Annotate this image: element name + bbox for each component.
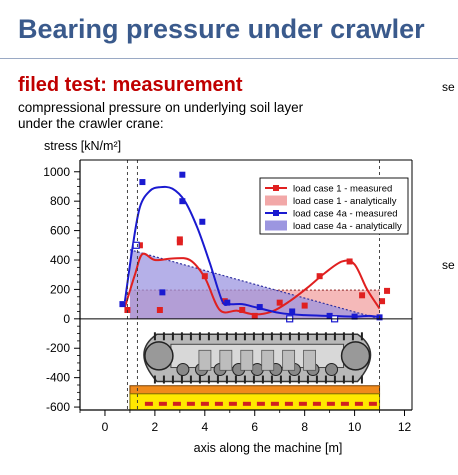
soil-marker (214, 401, 223, 406)
page-title: Bearing pressure under crawler (18, 14, 425, 44)
x-tick-label: 2 (152, 420, 159, 434)
track-roller (325, 363, 339, 377)
data-point-1 (359, 292, 366, 299)
drive-wheel (340, 341, 371, 371)
x-axis-label: axis along the machine [m] (194, 441, 343, 455)
data-point-4a (256, 304, 263, 311)
y-tick-label: 0 (63, 312, 70, 326)
data-point-hollow (132, 241, 140, 249)
data-point-4a (199, 218, 206, 225)
data-point-4a (139, 179, 146, 186)
data-point-4a (119, 301, 126, 308)
legend-entry: load case 1 - analytically (293, 196, 397, 207)
data-point-4a (326, 312, 333, 319)
y-tick-label: -400 (46, 371, 70, 385)
data-point-1 (136, 242, 143, 249)
data-point-4a (224, 299, 231, 306)
data-point-1 (239, 307, 246, 313)
soil-marker (186, 401, 195, 406)
soil-marker (284, 401, 293, 406)
side-text-top: se (442, 80, 455, 94)
y-tick-label: 1000 (43, 165, 70, 179)
x-tick-label: 12 (398, 420, 412, 434)
track-roller (176, 363, 190, 377)
y-tick-label: 200 (50, 282, 70, 296)
frame-panel (198, 349, 212, 371)
data-point-1 (379, 298, 386, 305)
soil-marker (340, 401, 349, 406)
soil-marker (158, 401, 167, 406)
soil-marker (326, 401, 335, 406)
idler-wheel (144, 341, 174, 371)
analytic-edge-4a (129, 249, 380, 320)
legend-swatch-marker (273, 185, 279, 191)
data-point-1 (176, 236, 183, 243)
legend-entry: load case 1 - measured (293, 184, 392, 195)
crawler-illustration (129, 332, 381, 411)
data-point-1 (201, 273, 208, 280)
x-tick-label: 6 (251, 420, 258, 434)
y-tick-label: -600 (46, 400, 70, 414)
data-point-1 (301, 302, 308, 309)
legend-entry: load case 4a - measured (293, 209, 398, 220)
x-tick-label: 0 (102, 420, 109, 434)
section-subtitle: filed test: measurement (18, 74, 243, 96)
x-tick-label: 8 (301, 420, 308, 434)
data-point-4a (179, 171, 186, 178)
soil-marker (270, 401, 279, 406)
frame-panel (219, 349, 233, 371)
soil-marker (256, 401, 265, 406)
y-tick-label: 800 (50, 194, 70, 208)
soil-marker (228, 401, 237, 406)
legend-swatch (265, 195, 287, 206)
description-line-1: compressional pressure on underlying soi… (18, 100, 304, 115)
data-point-4a (351, 313, 358, 320)
frame-panel (261, 349, 275, 371)
data-point-1 (316, 273, 323, 280)
side-text-middle: se (442, 258, 455, 272)
data-point-4a (159, 289, 166, 296)
data-point-1 (276, 299, 283, 306)
y-tick-label: 600 (50, 224, 70, 238)
legend-entry: load case 4a - analytically (293, 221, 402, 232)
series-line-1 (123, 252, 381, 316)
x-tick-label: 4 (201, 420, 208, 434)
data-point-4a (289, 308, 296, 315)
description-line-2: under the crawler crane: (18, 116, 164, 131)
soil-marker (298, 401, 307, 406)
data-point-1 (346, 258, 353, 265)
soil-marker (368, 401, 377, 406)
title-divider (0, 58, 458, 59)
y-tick-label: -200 (46, 341, 70, 355)
soil-marker (172, 401, 181, 406)
chart-description: compressional pressure on underlying soi… (18, 100, 378, 132)
frame-panel (303, 349, 316, 371)
legend-swatch (265, 220, 287, 231)
legend-swatch-marker (273, 210, 279, 216)
y-tick-label: 400 (50, 253, 70, 267)
data-point-4a (179, 198, 186, 205)
soil-marker (200, 401, 209, 406)
x-tick-label: 10 (348, 420, 362, 434)
frame-panel (240, 349, 254, 371)
analytic-areas (129, 249, 380, 320)
data-point-1 (251, 312, 258, 319)
y-axis-label: stress [kN/m²] (44, 139, 121, 153)
soil-layer-orange (129, 385, 381, 395)
soil-marker (242, 401, 251, 406)
data-point-1 (384, 287, 391, 294)
chart-axes: 1000 800 600 400 200 0 -200 -400 -600 0 2 4 6 8 10 12 ax… (43, 139, 413, 455)
soil-marker (354, 401, 363, 406)
frame-panel (282, 349, 296, 371)
soil-marker (144, 401, 153, 406)
data-point-1 (156, 307, 163, 313)
soil-marker (312, 401, 321, 406)
